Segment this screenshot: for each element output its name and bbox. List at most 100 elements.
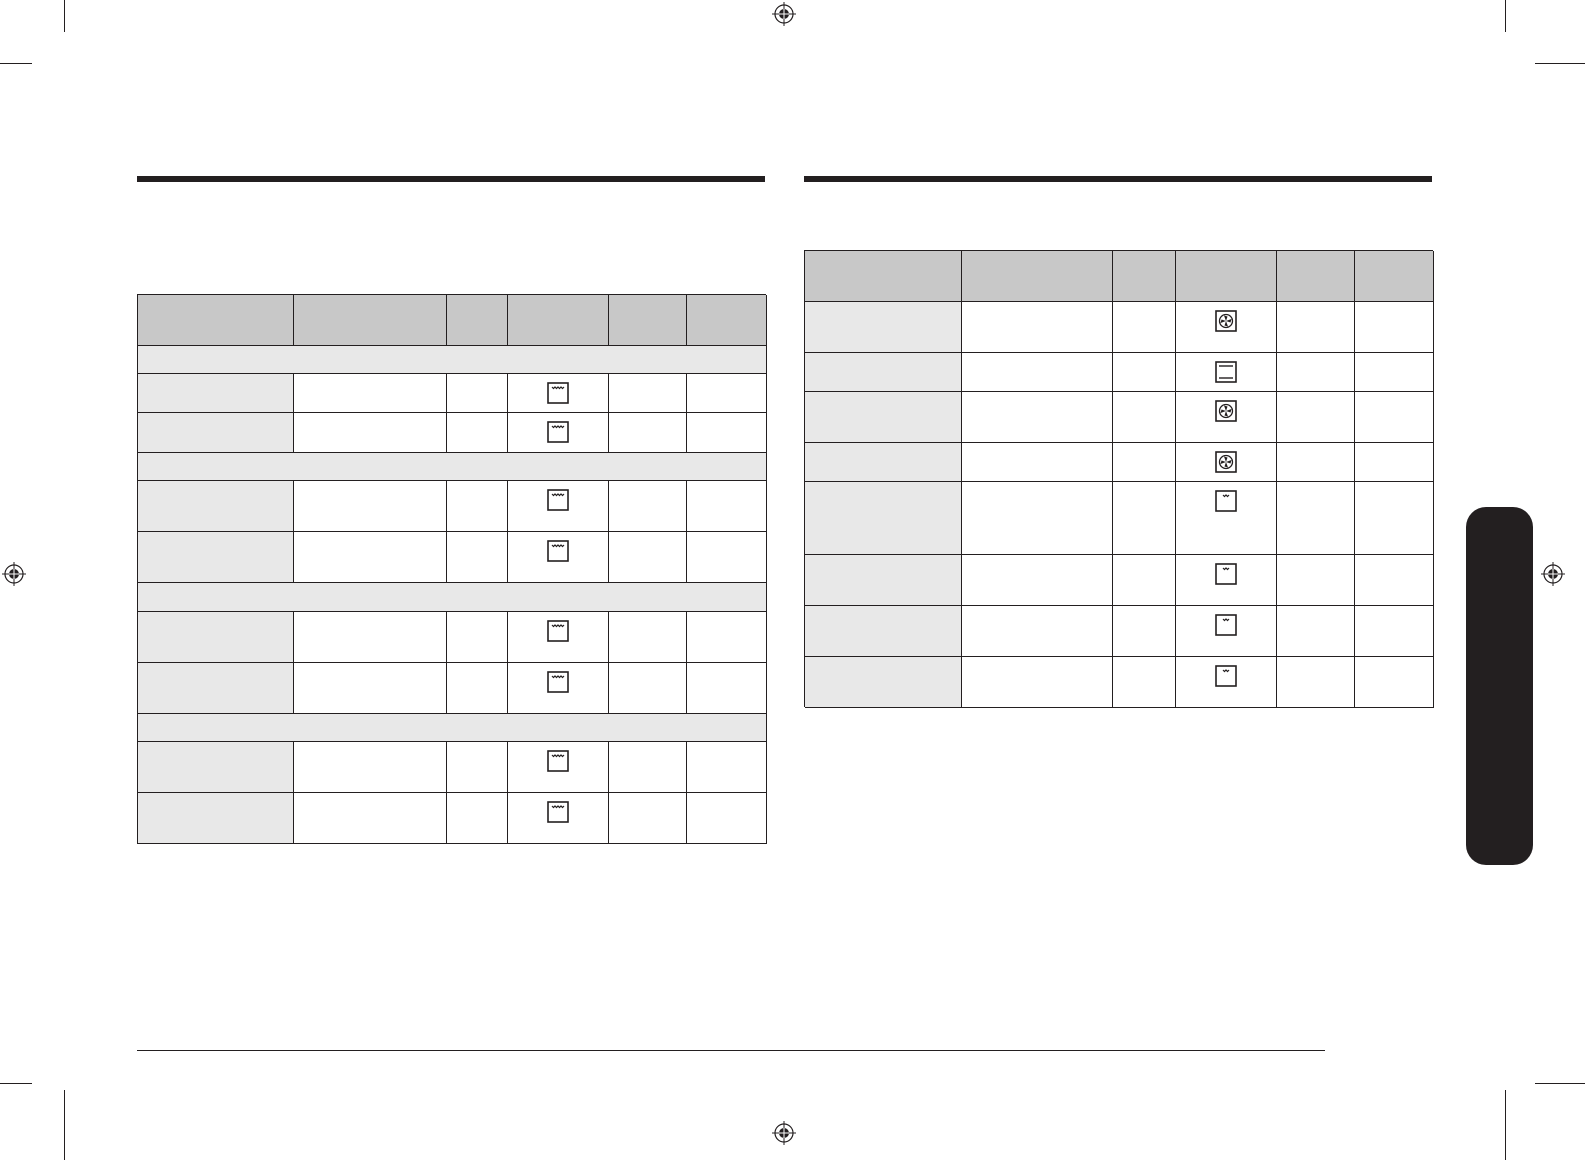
registration-mark-icon <box>2 562 26 586</box>
table-header-cell <box>687 295 767 346</box>
table-cell <box>1113 302 1176 353</box>
table-row-label-cell <box>138 612 294 663</box>
table-section-row <box>138 583 767 612</box>
table-cell <box>447 663 508 714</box>
table-header-cell <box>1113 251 1176 302</box>
table-cell <box>609 663 687 714</box>
table-row-label-cell <box>805 606 962 657</box>
table-cell <box>962 302 1113 353</box>
table-cell <box>1277 606 1355 657</box>
grill-icon <box>547 801 569 828</box>
table-cell <box>1113 482 1176 555</box>
table-cell <box>294 532 447 583</box>
table-cell <box>294 612 447 663</box>
table-cell <box>687 742 767 793</box>
table-row-label-cell <box>138 742 294 793</box>
table-cell <box>294 793 447 844</box>
table-cell <box>1277 482 1355 555</box>
table-row-label-cell <box>805 353 962 392</box>
grill-icon <box>547 489 569 516</box>
crop-mark <box>1505 0 1506 32</box>
table-cell <box>294 742 447 793</box>
table-row-label-cell <box>138 374 294 413</box>
table-cell <box>1355 555 1434 606</box>
side-section-tab[interactable] <box>1466 507 1533 865</box>
table-row-label-cell <box>805 555 962 606</box>
table-cell <box>962 392 1113 443</box>
table-section-row <box>138 453 767 481</box>
table-cell <box>1355 482 1434 555</box>
table-cell <box>508 374 609 413</box>
table-cell <box>962 353 1113 392</box>
table-cell <box>1355 353 1434 392</box>
small-grill-icon <box>1215 614 1237 641</box>
table-cell <box>1113 657 1176 708</box>
table-header-cell <box>447 295 508 346</box>
table-cell <box>1277 353 1355 392</box>
table-cell <box>687 793 767 844</box>
table-header-cell <box>138 295 294 346</box>
registration-mark-icon <box>1541 562 1565 586</box>
table-row-label-cell <box>805 443 962 482</box>
right-title-rule <box>804 176 1432 182</box>
table-cell <box>609 481 687 532</box>
table-row-label-cell <box>805 392 962 443</box>
table-cell <box>1277 302 1355 353</box>
crop-mark <box>64 1090 65 1160</box>
crop-mark <box>1535 1083 1585 1084</box>
table-cell <box>1176 392 1277 443</box>
table-cell <box>447 374 508 413</box>
table-cell <box>962 482 1113 555</box>
left-table <box>137 294 767 844</box>
grill-icon <box>547 382 569 409</box>
table-row-label-cell <box>138 663 294 714</box>
table-cell <box>294 413 447 453</box>
table-cell <box>294 374 447 413</box>
table-cell <box>447 612 508 663</box>
table-row-label-cell <box>138 481 294 532</box>
table-cell <box>508 663 609 714</box>
right-table <box>804 250 1434 708</box>
table-cell <box>1176 443 1277 482</box>
table-cell <box>1176 482 1277 555</box>
grill-icon <box>547 540 569 567</box>
table-cell <box>609 793 687 844</box>
table-cell <box>508 532 609 583</box>
table-cell <box>1355 657 1434 708</box>
table-header-cell <box>1277 251 1355 302</box>
table-cell <box>294 481 447 532</box>
grill-icon <box>547 421 569 448</box>
top-bottom-heat-icon <box>1215 361 1237 388</box>
fan-conventional-icon <box>1215 400 1237 427</box>
table-row-label-cell <box>138 532 294 583</box>
small-grill-icon <box>1215 665 1237 692</box>
table-cell <box>508 413 609 453</box>
table-header-cell <box>805 251 962 302</box>
table-cell <box>1113 606 1176 657</box>
table-header-cell <box>962 251 1113 302</box>
table-cell <box>1277 443 1355 482</box>
table-cell <box>687 374 767 413</box>
table-row-label-cell <box>805 482 962 555</box>
table-section-row <box>138 714 767 742</box>
crop-mark <box>1505 1090 1506 1160</box>
table-cell <box>609 532 687 583</box>
crop-mark <box>1535 63 1585 64</box>
table-cell <box>962 443 1113 482</box>
table-cell <box>447 793 508 844</box>
small-grill-icon <box>1215 490 1237 517</box>
table-cell <box>687 663 767 714</box>
table-row-label-cell <box>138 413 294 453</box>
table-header-cell <box>508 295 609 346</box>
grill-icon <box>547 671 569 698</box>
table-cell <box>447 481 508 532</box>
crop-mark <box>0 1083 32 1084</box>
table-cell <box>1355 392 1434 443</box>
table-cell <box>1176 657 1277 708</box>
table-row-label-cell <box>805 302 962 353</box>
table-header-cell <box>294 295 447 346</box>
table-cell <box>1176 606 1277 657</box>
table-cell <box>962 606 1113 657</box>
table-cell <box>1113 392 1176 443</box>
small-grill-icon <box>1215 563 1237 590</box>
